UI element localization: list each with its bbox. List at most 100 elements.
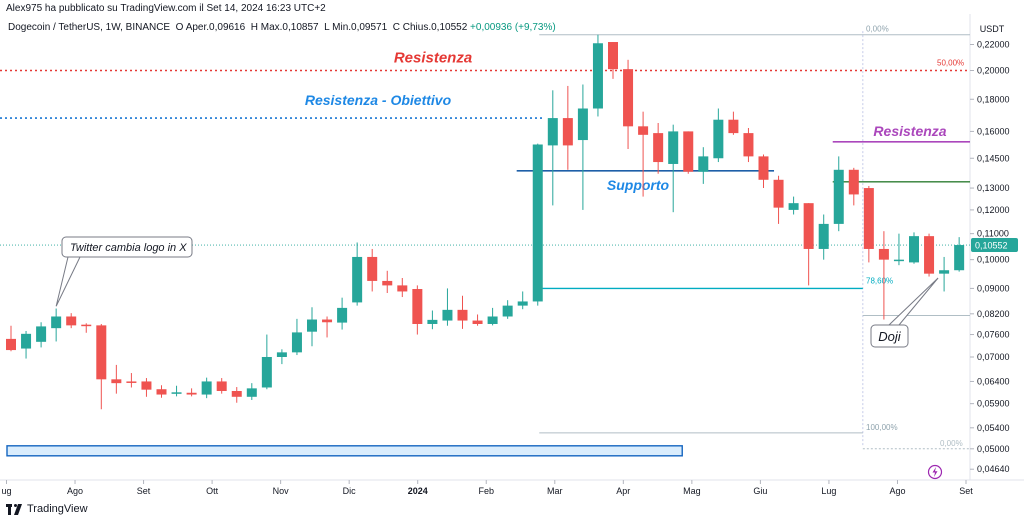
y-tick-label: 0,08200 — [977, 309, 1010, 319]
candle-body-down — [66, 316, 77, 326]
candle-body-down — [322, 319, 333, 323]
x-tick-label: Lug — [821, 486, 836, 496]
candle-body-up — [487, 316, 498, 324]
candle-body-up — [818, 223, 829, 249]
x-tick-label: Mag — [683, 486, 701, 496]
fib-label-100: 100,00% — [866, 423, 898, 432]
fib-label-786: 78,60% — [866, 276, 893, 285]
doji-callout-box — [870, 324, 909, 348]
candle-body-down — [111, 379, 122, 384]
high-label: H — [250, 22, 258, 33]
high-value: Max.0,10857 — [260, 22, 319, 33]
y-tick-label: 0,07600 — [977, 330, 1010, 340]
candle-body-down — [412, 289, 423, 324]
candle-body-up — [547, 118, 558, 146]
candle-body-down — [96, 325, 107, 380]
candle-body-down — [878, 248, 889, 260]
x-tick-label: Feb — [478, 486, 494, 496]
candle-body-down — [608, 42, 618, 70]
candle-body-up — [246, 388, 257, 397]
candle-body-up — [788, 203, 799, 210]
x-tick-label: Nov — [273, 486, 290, 496]
candle-body-down — [186, 392, 197, 395]
candle-body-down — [231, 390, 242, 397]
candle-body-down — [773, 179, 784, 208]
candle-body-down — [803, 203, 814, 249]
fib-label-50: 50,00% — [937, 59, 964, 68]
x-tick-label: Dic — [343, 486, 356, 496]
footer: TradingView — [6, 503, 88, 515]
y-tick-label: 0,05900 — [977, 399, 1010, 409]
twitter-callout-text: Twitter cambia logo in X — [70, 242, 187, 254]
y-tick-label: 0,20000 — [977, 66, 1010, 76]
candle-body-up — [291, 332, 302, 353]
candle-body-up — [352, 256, 363, 303]
y-tick-label: 0,05400 — [977, 423, 1010, 433]
candle-body-down — [638, 126, 649, 135]
candle-body-down — [562, 118, 573, 146]
symbol-name[interactable]: Dogecoin / TetherUS, 1W, BINANCE — [8, 22, 171, 33]
candle-body-up — [201, 381, 212, 395]
candle-body-up — [577, 108, 588, 141]
candle-body-up — [532, 144, 543, 302]
change-value: +0,00936 (+9,73%) — [470, 22, 556, 33]
candle-body-down — [141, 381, 152, 390]
fib-label-0: 0,00% — [866, 25, 889, 34]
candle-body-down — [728, 119, 739, 134]
candle-body-up — [276, 352, 287, 357]
low-label: L — [324, 22, 330, 33]
candle-body-up — [36, 326, 47, 342]
candle-body-up — [171, 392, 182, 394]
symbol-info: Dogecoin / TetherUS, 1W, BINANCE O Aper.… — [8, 22, 556, 33]
y-tick-label: 0,06400 — [977, 376, 1010, 386]
publisher-banner: Alex975 ha pubblicato su TradingView.com… — [6, 3, 326, 14]
candle-body-up — [517, 301, 528, 306]
y-tick-label: 0,13000 — [977, 183, 1010, 193]
candles — [6, 34, 965, 410]
candle-body-down — [397, 285, 408, 292]
candle-body-up — [954, 245, 965, 271]
candle-body-up — [502, 305, 513, 317]
candle-body-up — [21, 333, 32, 349]
candle-body-up — [442, 309, 453, 321]
range-highlight-box — [6, 445, 683, 457]
tradingview-logo-icon — [6, 503, 23, 515]
y-tick-label: 0,18000 — [977, 94, 1010, 104]
y-tick-label: 0,14500 — [977, 153, 1010, 163]
x-tick-label: Ago — [67, 486, 83, 496]
candle-body-up — [909, 236, 919, 263]
x-tick-label: Set — [137, 486, 151, 496]
y-tick-label: 0,09000 — [977, 283, 1010, 293]
candle-body-down — [863, 188, 874, 249]
candle-body-down — [457, 309, 468, 321]
candle-body-up — [893, 259, 904, 262]
candle-body-down — [743, 133, 754, 157]
callout-pointer — [55, 256, 81, 307]
x-tick-label: Mar — [547, 486, 563, 496]
currency-label: USDT — [980, 24, 1005, 34]
doji-callout-text: Doji — [878, 329, 902, 344]
candle-body-up — [833, 169, 844, 224]
x-tick-label: Set — [959, 486, 973, 496]
candle-body-down — [382, 280, 393, 286]
resistance-target-label: Resistenza - Obiettivo — [305, 92, 452, 108]
last-price-tag — [971, 238, 1018, 253]
fib-label-0b: 0,00% — [940, 439, 963, 448]
y-tick-label: 0,22000 — [977, 39, 1010, 49]
open-value: Aper.0,09616 — [185, 22, 246, 33]
candle-body-down — [653, 133, 664, 163]
low-value: Min.0,09571 — [332, 22, 388, 33]
candle-body-up — [261, 356, 272, 388]
candle-body-up — [51, 316, 62, 329]
candle-body-down — [6, 338, 16, 351]
candle-body-up — [307, 319, 317, 332]
x-tick-label: Giu — [753, 486, 767, 496]
candle-body-down — [216, 381, 227, 391]
candle-body-up — [427, 319, 438, 324]
candle-body-down — [623, 69, 634, 127]
y-tick-label: 0,11000 — [977, 229, 1009, 239]
candle-body-down — [848, 169, 859, 195]
candle-body-up — [337, 307, 348, 323]
close-value: Chius.0,10552 — [402, 22, 468, 33]
